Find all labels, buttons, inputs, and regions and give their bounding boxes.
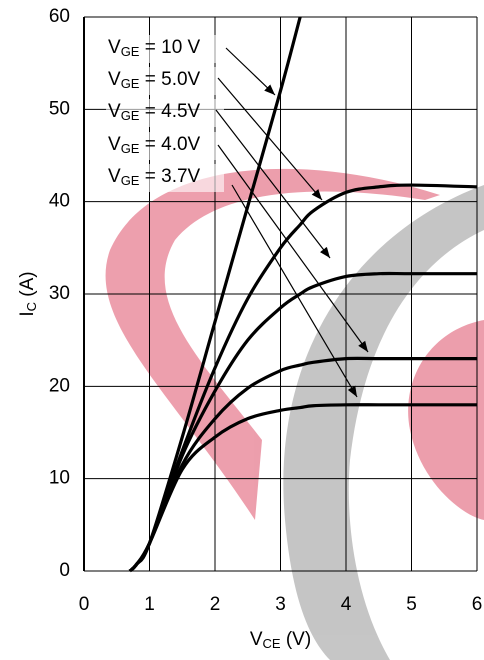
- series-label: VGE = 5.0V: [108, 69, 201, 91]
- series-label: VGE = 3.7V: [108, 166, 201, 188]
- label-bg: [106, 164, 224, 192]
- series-label: VGE = 4.0V: [108, 134, 201, 156]
- annotation-arrow: [231, 184, 358, 398]
- label-bg: [106, 99, 224, 127]
- y-axis-label: IC (A): [17, 271, 39, 316]
- y-tick-label: 40: [49, 191, 70, 212]
- label-bg: [106, 35, 224, 63]
- annotation-arrow: [217, 77, 323, 201]
- annotation-arrow: [217, 144, 369, 353]
- y-tick-label: 10: [49, 468, 70, 489]
- x-tick-label: 0: [79, 594, 90, 615]
- annotation-arrow: [215, 109, 331, 259]
- y-tick-label: 30: [49, 283, 70, 304]
- y-tick-label: 50: [49, 98, 70, 119]
- watermark: [105, 168, 484, 660]
- x-tick-label: 1: [144, 594, 155, 615]
- x-tick-label: 6: [472, 594, 483, 615]
- label-bg: [106, 132, 224, 160]
- y-tick-label: 20: [49, 375, 70, 396]
- x-tick-label: 3: [275, 594, 286, 615]
- y-tick-label: 0: [59, 560, 70, 581]
- y-tick-label: 60: [49, 6, 70, 27]
- series-label: VGE = 10 V: [108, 37, 201, 59]
- annotation-arrow: [225, 47, 276, 96]
- label-bg: [106, 67, 224, 95]
- x-tick-label: 5: [406, 594, 417, 615]
- series-line: [128, 403, 477, 573]
- x-tick-label: 4: [341, 594, 352, 615]
- x-axis-label: VCE (V): [250, 629, 311, 651]
- series-label: VGE = 4.5V: [108, 101, 201, 123]
- x-tick-label: 2: [210, 594, 221, 615]
